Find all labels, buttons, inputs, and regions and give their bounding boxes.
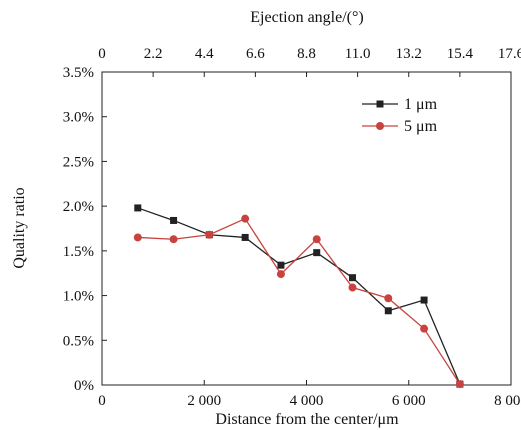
y-tick-label: 1.0% bbox=[63, 289, 94, 305]
series-line bbox=[137, 217, 461, 385]
top-x-tick-label: 17.6 bbox=[498, 46, 521, 62]
top-x-tick-label: 4.4 bbox=[195, 46, 214, 62]
data-point bbox=[420, 324, 429, 333]
top-axis-title: Ejection angle/(°) bbox=[250, 9, 363, 26]
data-point bbox=[384, 307, 392, 315]
top-x-tick-label: 15.4 bbox=[447, 46, 474, 62]
y-tick-label: 2.5% bbox=[63, 154, 94, 170]
y-tick-label: 0.5% bbox=[63, 333, 94, 349]
data-point bbox=[276, 270, 285, 279]
y-tick-label: 1.5% bbox=[63, 244, 94, 260]
top-x-tick-label: 2.2 bbox=[144, 46, 163, 62]
y-tick-label: 3.0% bbox=[63, 110, 94, 126]
y-tick-label: 0% bbox=[74, 378, 94, 394]
top-x-tick-label: 8.8 bbox=[297, 46, 316, 62]
top-x-tick-label: 11.0 bbox=[345, 46, 371, 62]
plot-series bbox=[133, 204, 464, 389]
data-point bbox=[133, 233, 142, 242]
data-point bbox=[205, 230, 214, 239]
legend-marker bbox=[376, 122, 384, 130]
data-point bbox=[420, 296, 428, 304]
y-tick-label: 2.0% bbox=[63, 199, 94, 215]
data-point bbox=[277, 261, 285, 269]
data-point bbox=[384, 294, 393, 303]
data-point bbox=[348, 283, 357, 292]
x-tick-label: 2 000 bbox=[187, 393, 221, 409]
series-line bbox=[137, 207, 461, 385]
data-point bbox=[134, 204, 142, 212]
legend-marker bbox=[376, 100, 384, 108]
plot-frame bbox=[101, 71, 512, 386]
legend: 1 μm 5 μm bbox=[362, 96, 438, 135]
data-point bbox=[455, 380, 464, 389]
x-tick-label: 0 bbox=[98, 393, 106, 409]
top-axis: 0 2.2 4.4 6.6 8.8 11.0 13.2 15.4 17.6 bbox=[98, 46, 521, 77]
legend-label: 5 μm bbox=[404, 118, 438, 135]
x-tick-label: 4 000 bbox=[290, 393, 324, 409]
data-point bbox=[241, 233, 249, 241]
data-point bbox=[313, 249, 321, 257]
y-tick-label: 3.5% bbox=[63, 65, 94, 81]
x-tick-label: 8 000 bbox=[494, 393, 521, 409]
y-axis: 0% 0.5% 1.0% 1.5% 2.0% 2.5% 3.0% 3.5% bbox=[63, 65, 107, 394]
data-point bbox=[312, 235, 321, 244]
legend-label: 1 μm bbox=[404, 96, 438, 113]
top-x-tick-label: 13.2 bbox=[396, 46, 422, 62]
data-point bbox=[349, 274, 357, 282]
y-axis-title: Quality ratio bbox=[11, 187, 28, 268]
x-axis: 0 2 000 4 000 6 000 8 000 bbox=[98, 380, 521, 409]
data-point bbox=[241, 214, 250, 223]
top-x-tick-label: 0 bbox=[98, 46, 106, 62]
x-axis-title: Distance from the center/μm bbox=[215, 411, 399, 428]
top-x-tick-label: 6.6 bbox=[246, 46, 265, 62]
data-point bbox=[169, 235, 178, 244]
x-tick-label: 6 000 bbox=[392, 393, 426, 409]
data-point bbox=[170, 216, 178, 224]
